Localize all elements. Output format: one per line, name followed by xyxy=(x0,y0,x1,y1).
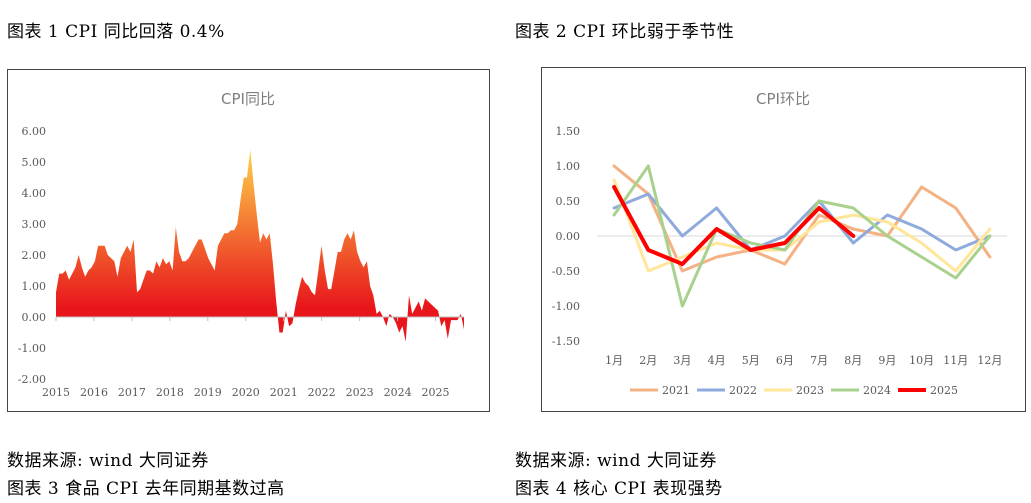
chart1-y-tick-label: 0.00 xyxy=(22,311,47,324)
source-note-right: 数据来源: wind 大同证券 xyxy=(515,451,717,471)
chart1-y-tick-label: 3.00 xyxy=(22,218,47,231)
chart1-title: CPI同比 xyxy=(221,90,275,108)
chart1-x-tick-label: 2022 xyxy=(308,386,336,399)
chart2-y-tick-label: 1.00 xyxy=(556,160,581,173)
chart2-x-tick-label: 4月 xyxy=(708,354,726,367)
chart2-x-tick-label: 10月 xyxy=(909,354,934,367)
chart2-y-tick-label: -1.50 xyxy=(552,335,580,348)
source-note-left: 数据来源: wind 大同证券 xyxy=(7,451,209,471)
chart1-y-tick-label: 5.00 xyxy=(22,156,47,169)
chart2-y-tick-label: 0.00 xyxy=(556,230,581,243)
chart1-x-tick-label: 2023 xyxy=(346,386,374,399)
chart2-y-tick-label: -0.50 xyxy=(552,265,580,278)
chart1-y-tick-label: -1.00 xyxy=(18,342,46,355)
chart2-x-tick-label: 7月 xyxy=(810,354,828,367)
chart1-x-tick-label: 2016 xyxy=(80,386,108,399)
chart2-x-tick-label: 8月 xyxy=(844,354,862,367)
chart2-x-tick-label: 6月 xyxy=(776,354,794,367)
chart2-title: CPI环比 xyxy=(756,90,810,108)
series-line-2023 xyxy=(612,178,992,273)
figure-1-caption: 图表 1 CPI 同比回落 0.4% xyxy=(7,22,225,42)
cpi-mom-chart: CPI环比 1.50 1.00 0.50 0.00 -0.50 -1.00 -1.50 1月… xyxy=(552,90,1007,397)
chart2-x-tick-label: 1月 xyxy=(605,354,623,367)
chart1-y-tick-label: 2.00 xyxy=(22,249,47,262)
chart2-x-tick-label: 12月 xyxy=(977,354,1002,367)
chart2-y-tick-label: 0.50 xyxy=(556,195,581,208)
figure-4-caption: 图表 4 核心 CPI 表现强势 xyxy=(515,479,723,499)
chart2-x-tick-label: 5月 xyxy=(742,354,760,367)
chart1-x-tick-label: 2018 xyxy=(156,386,184,399)
chart1-x-tick-label: 2015 xyxy=(42,386,70,399)
chart1-x-tick-label: 2021 xyxy=(270,386,298,399)
legend-label-2021: 2021 xyxy=(662,384,690,397)
legend-label-2024: 2024 xyxy=(863,384,891,397)
cpi-yoy-area-series xyxy=(56,149,464,342)
chart2-y-tick-label: 1.50 xyxy=(556,125,581,138)
chart2-x-tick-label: 9月 xyxy=(878,354,896,367)
figure-3-caption: 图表 3 食品 CPI 去年同期基数过高 xyxy=(7,479,285,499)
series-line-2025 xyxy=(612,185,856,266)
chart1-x-tick-label: 2019 xyxy=(194,386,222,399)
legend-label-2022: 2022 xyxy=(729,384,757,397)
chart2-y-tick-label: -1.00 xyxy=(552,300,580,313)
chart1-y-tick-label: 4.00 xyxy=(22,187,47,200)
chart1-x-tick-label: 2024 xyxy=(384,386,412,399)
chart1-y-tick-label: 1.00 xyxy=(22,280,47,293)
cpi-mom-chart-panel: CPI环比 1.50 1.00 0.50 0.00 -0.50 -1.00 -1.50 1月… xyxy=(541,67,1026,412)
chart2-x-tick-label: 3月 xyxy=(673,354,691,367)
chart1-y-tick-label: -2.00 xyxy=(18,373,46,386)
cpi-yoy-chart-panel: CPI同比 6.00 5.00 4.00 3.00 2.00 1.00 0.00 -1.00 -… xyxy=(7,69,490,412)
chart2-x-tick-label: 11月 xyxy=(943,354,968,367)
legend-label-2023: 2023 xyxy=(796,384,824,397)
chart1-x-tick-label: 2017 xyxy=(118,386,146,399)
legend-label-2025: 2025 xyxy=(930,384,958,397)
series-line-2022 xyxy=(612,192,992,252)
chart2-x-tick-label: 2月 xyxy=(639,354,657,367)
chart1-x-tick-label: 2020 xyxy=(232,386,260,399)
cpi-yoy-chart: CPI同比 6.00 5.00 4.00 3.00 2.00 1.00 0.00 -1.00 -… xyxy=(18,90,464,399)
chart1-x-tick-label: 2025 xyxy=(422,386,450,399)
figure-2-caption: 图表 2 CPI 环比弱于季节性 xyxy=(515,22,735,42)
chart1-y-tick-label: 6.00 xyxy=(22,125,47,138)
